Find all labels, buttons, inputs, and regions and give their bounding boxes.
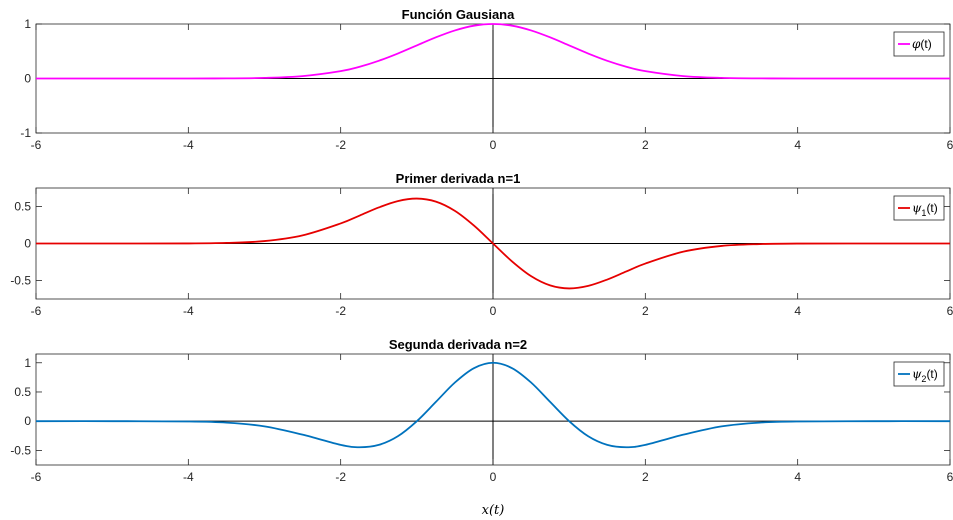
y-tick-label: -0.5 (10, 443, 31, 457)
x-tick-label: 4 (794, 470, 801, 484)
y-tick-label: -0.5 (10, 274, 31, 288)
x-tick-label: -2 (335, 138, 346, 152)
legend: ψ1(t) (893, 195, 945, 221)
y-tick-label: 0 (24, 72, 31, 86)
x-tick-label: 2 (642, 304, 649, 318)
x-tick-label: -6 (31, 470, 42, 484)
series-line (35, 361, 951, 449)
legend-box (893, 31, 945, 57)
x-tick-label: 0 (490, 470, 497, 484)
x-tick-label: 0 (490, 304, 497, 318)
subplot-title: Segunda derivada n=2 (389, 337, 527, 352)
x-tick-label: 0 (490, 138, 497, 152)
series-line (36, 23, 950, 80)
legend-label: ψ1(t) (912, 201, 938, 218)
y-tick-label: 1 (24, 17, 31, 31)
x-tick-label: 4 (794, 138, 801, 152)
x-axis-label: x(t) (482, 503, 505, 518)
x-tick-label: -4 (183, 304, 194, 318)
y-tick-label: 0 (24, 414, 31, 428)
x-tick-label: 2 (642, 138, 649, 152)
x-tick-label: -4 (183, 138, 194, 152)
x-tick-label: 2 (642, 470, 649, 484)
legend-label: ψ2(t) (912, 367, 938, 384)
subplot-3: -6 -4 -2 0 2 4 6 -0.5 0 0.5 1 Segunda derivada n=2 ψ… (10, 337, 953, 484)
subplot-2: -6 -4 -2 0 2 4 6 -0.5 0 0.5 Primer derivada n=1 ψ1(… (10, 171, 953, 318)
x-tick-label: 6 (947, 304, 953, 318)
x-tick-label: 6 (947, 138, 953, 152)
y-tick-label: 1 (24, 356, 31, 370)
subplot-1: -6 -4 -2 0 2 4 6 -1 0 1 Función Gausiana φ(t) (20, 7, 953, 152)
y-tick-label: 0.5 (14, 385, 31, 399)
y-tick-label: 0 (24, 237, 31, 251)
legend-label: φ(t) (912, 37, 932, 51)
x-tick-label: 6 (947, 470, 953, 484)
y-tick-label: -1 (20, 126, 31, 140)
x-tick-label: -6 (31, 138, 42, 152)
legend: ψ2(t) (893, 361, 945, 387)
x-tick-label: -4 (183, 470, 194, 484)
subplot-title: Primer derivada n=1 (396, 171, 521, 186)
y-tick-label: 0.5 (14, 200, 31, 214)
x-tick-label: 4 (794, 304, 801, 318)
x-tick-label: -6 (31, 304, 42, 318)
x-tick-label: -2 (335, 470, 346, 484)
series-line (35, 197, 951, 290)
x-tick-label: -2 (335, 304, 346, 318)
legend: φ(t) (893, 31, 945, 57)
subplot-title: Función Gausiana (402, 7, 515, 22)
